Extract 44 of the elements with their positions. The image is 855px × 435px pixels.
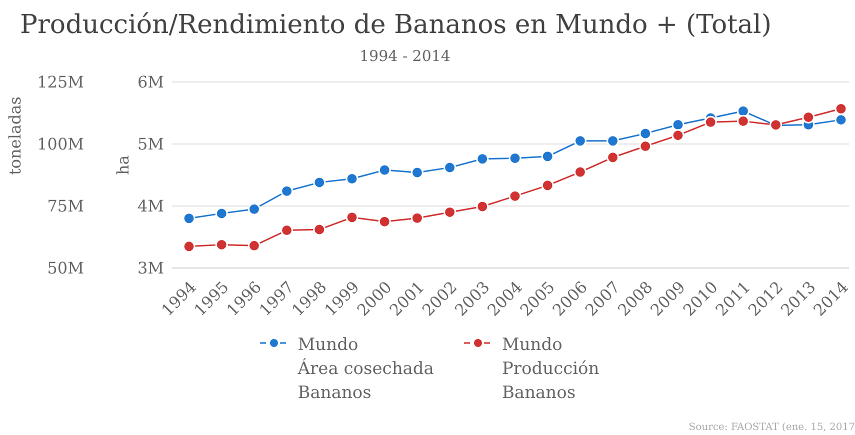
point xyxy=(476,152,489,166)
point xyxy=(606,134,620,148)
legend-label: Mundo Área cosechada Bananos xyxy=(298,334,434,405)
point xyxy=(410,166,424,179)
point xyxy=(215,207,228,220)
point xyxy=(606,151,620,164)
point xyxy=(248,239,260,252)
y2-tick-label: 125M xyxy=(37,72,84,92)
y2-tick-label: 50M xyxy=(47,258,84,278)
y-tick-label: 5M xyxy=(137,134,164,154)
y2-axis-title: toneladas xyxy=(6,96,25,175)
chart-subtitle: 1994 - 2014 xyxy=(358,47,452,65)
point xyxy=(541,179,554,192)
point xyxy=(378,215,391,228)
point xyxy=(410,212,424,224)
point xyxy=(280,184,294,198)
point xyxy=(476,200,489,213)
chart-title: Producción/Rendimiento de Bananos en Mundo + (Total) xyxy=(20,10,772,40)
point xyxy=(248,202,260,216)
source-note: Source: FAOSTAT (ene. 15, 2017 xyxy=(688,422,855,433)
point xyxy=(313,223,326,236)
legend-label: Mundo Producción Bananos xyxy=(502,334,600,405)
point xyxy=(672,129,684,142)
point xyxy=(574,134,586,148)
point xyxy=(313,176,326,189)
point xyxy=(346,211,358,224)
point xyxy=(704,116,717,128)
point xyxy=(639,127,652,140)
point xyxy=(444,206,456,218)
y-tick-label: 6M xyxy=(137,72,164,92)
point xyxy=(736,114,750,128)
point xyxy=(541,150,554,163)
point xyxy=(444,161,456,174)
point xyxy=(574,166,586,178)
y-tick-label: 3M xyxy=(137,258,164,278)
point xyxy=(834,114,848,126)
point xyxy=(508,190,522,202)
y-axis-title: ha xyxy=(114,154,133,175)
y-tick-label: 4M xyxy=(137,196,164,216)
point xyxy=(378,164,391,176)
point xyxy=(182,212,196,225)
point xyxy=(182,240,196,253)
y2-tick-label: 100M xyxy=(37,134,84,154)
y2-tick-label: 75M xyxy=(47,196,84,216)
